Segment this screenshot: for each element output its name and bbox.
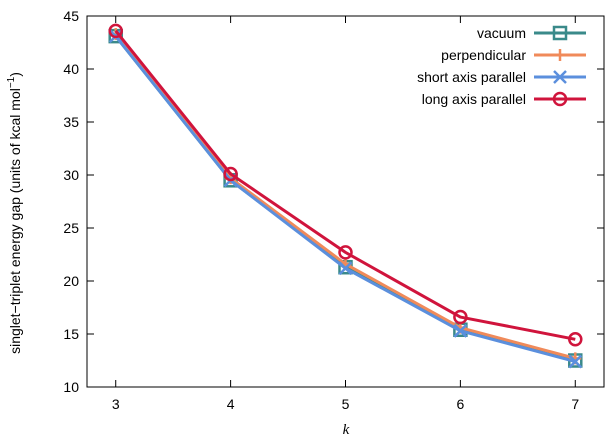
legend-marker bbox=[552, 91, 568, 107]
y-tick-label: 15 bbox=[63, 326, 79, 342]
data-point-b bbox=[453, 323, 468, 338]
y-tick-label: 30 bbox=[63, 167, 79, 183]
x-tick-label: 5 bbox=[342, 396, 350, 412]
x-tick-label: 3 bbox=[112, 396, 120, 412]
x-tick-label: 4 bbox=[227, 396, 235, 412]
y-tick-label: 25 bbox=[63, 220, 79, 236]
data-point bbox=[568, 332, 583, 347]
legend-marker bbox=[553, 70, 567, 84]
legend: vacuum perpendicular short axis parallel lo… bbox=[417, 25, 586, 107]
legend-entry: perpendicular bbox=[441, 47, 586, 63]
legend-marker bbox=[554, 49, 566, 61]
data-point bbox=[338, 261, 353, 276]
y-tick-label: 35 bbox=[63, 114, 79, 130]
data-point bbox=[338, 245, 353, 260]
series-long-axis-parallel bbox=[108, 23, 583, 347]
y-axis-label: singlet−triplet energy gap (units of kca… bbox=[6, 72, 23, 354]
y-axis-label-sup: −1 bbox=[6, 76, 17, 88]
y-tick-label: 10 bbox=[63, 379, 79, 395]
series-line bbox=[114, 29, 576, 341]
data-point bbox=[568, 354, 583, 369]
data-point bbox=[453, 309, 468, 325]
y-tick-label: 45 bbox=[63, 8, 79, 24]
series-layer bbox=[108, 23, 583, 369]
y-axis-label-tail: ) bbox=[7, 72, 23, 77]
y-tick-label: 40 bbox=[63, 61, 79, 77]
legend-marker-b bbox=[553, 70, 567, 84]
legend-entry: long axis parallel bbox=[422, 91, 586, 107]
x-axis-label: k bbox=[343, 422, 350, 438]
data-point-b bbox=[338, 261, 353, 276]
legend-marker bbox=[552, 25, 568, 41]
y-tick-label: 20 bbox=[63, 273, 79, 289]
y-axis-label-main: singlet−triplet energy gap (units of kca… bbox=[7, 88, 23, 354]
x-tick-label: 7 bbox=[571, 396, 579, 412]
legend-label: long axis parallel bbox=[422, 91, 526, 107]
series-short-axis-parallel bbox=[108, 29, 583, 369]
legend-label: short axis parallel bbox=[417, 69, 526, 85]
legend-label: vacuum bbox=[477, 25, 526, 41]
x-tick-label: 6 bbox=[456, 396, 464, 412]
data-point bbox=[453, 323, 468, 338]
data-point-b bbox=[568, 354, 583, 369]
legend-entry: vacuum bbox=[477, 25, 586, 41]
data-point bbox=[108, 23, 123, 39]
legend-entry: short axis parallel bbox=[417, 69, 586, 85]
data-point bbox=[223, 166, 238, 182]
legend-label: perpendicular bbox=[441, 47, 526, 63]
